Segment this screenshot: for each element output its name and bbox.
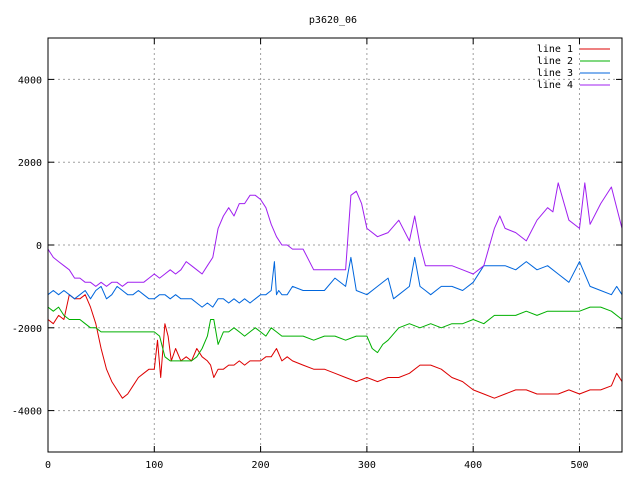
x-tick-label: 400 <box>464 460 482 471</box>
x-tick-label: 0 <box>45 460 51 471</box>
ticks: 0 100 200 300 400 500 -4000 -2000 0 2000 4000 <box>12 38 622 471</box>
x-tick-label: 500 <box>570 460 588 471</box>
y-tick-label: 4000 <box>18 75 42 86</box>
legend-label: line 1 <box>537 44 573 55</box>
y-tick-label: -4000 <box>12 407 42 418</box>
y-tick-label: 0 <box>36 241 42 252</box>
series-line-1 <box>47 294 623 399</box>
x-tick-label: 300 <box>358 460 376 471</box>
series-lines <box>47 182 623 399</box>
chart-title: p3620_06 <box>309 15 357 26</box>
series-line-2 <box>47 306 623 362</box>
series-line-4 <box>47 182 623 287</box>
x-tick-label: 100 <box>145 460 163 471</box>
legend-label: line 2 <box>537 56 573 67</box>
x-tick-label: 200 <box>252 460 270 471</box>
y-tick-label: 2000 <box>18 158 42 169</box>
legend-label: line 4 <box>537 80 573 91</box>
legend-label: line 3 <box>537 68 573 79</box>
grid <box>47 38 622 452</box>
y-tick-label: -2000 <box>12 324 42 335</box>
